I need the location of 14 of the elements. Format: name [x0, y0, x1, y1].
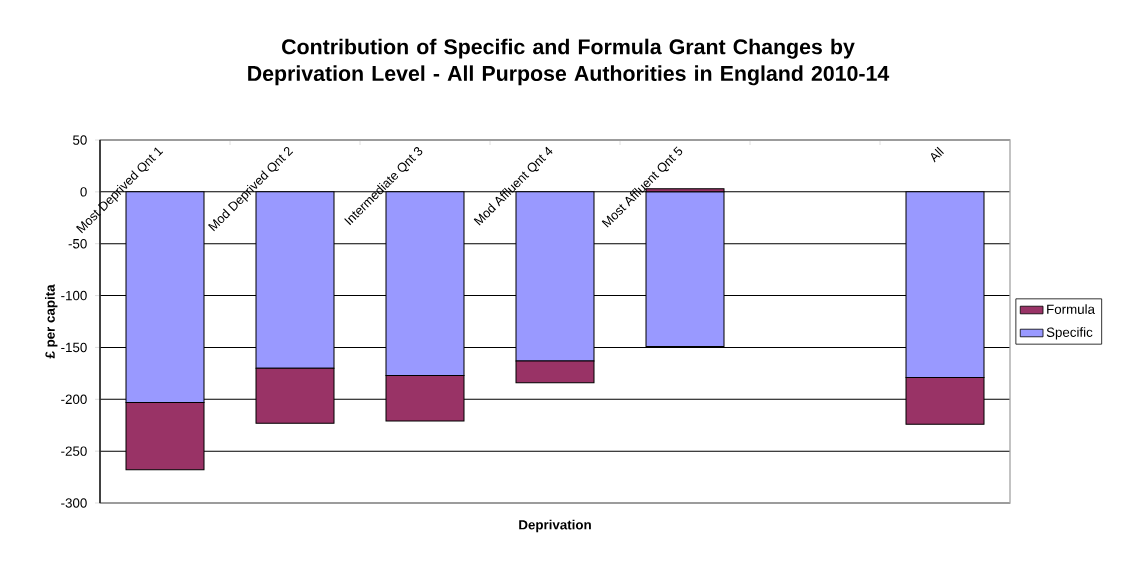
y-tick-label: -50: [68, 239, 87, 249]
y-tick-label: -150: [61, 342, 87, 353]
chart-title: Contribution of Specific and Formula Grant Changes by Deprivation Level - All Purpose Authorities in England 2010-14: [248, 38, 890, 86]
legend-label: Specific: [1046, 327, 1093, 340]
legend-label: Formula: [1047, 304, 1095, 314]
y-tick-label: 0: [80, 187, 87, 197]
y-tick-label: -200: [61, 394, 87, 404]
y-axis-title: £ per capita: [45, 284, 58, 359]
x-axis-title: Deprivation: [519, 519, 591, 533]
y-tick-label: -250: [61, 446, 87, 456]
y-tick-label: -100: [61, 290, 87, 301]
x-tick-label: All: [930, 146, 944, 163]
y-tick-label: -300: [61, 498, 87, 508]
y-tick-label: 50: [73, 135, 87, 145]
